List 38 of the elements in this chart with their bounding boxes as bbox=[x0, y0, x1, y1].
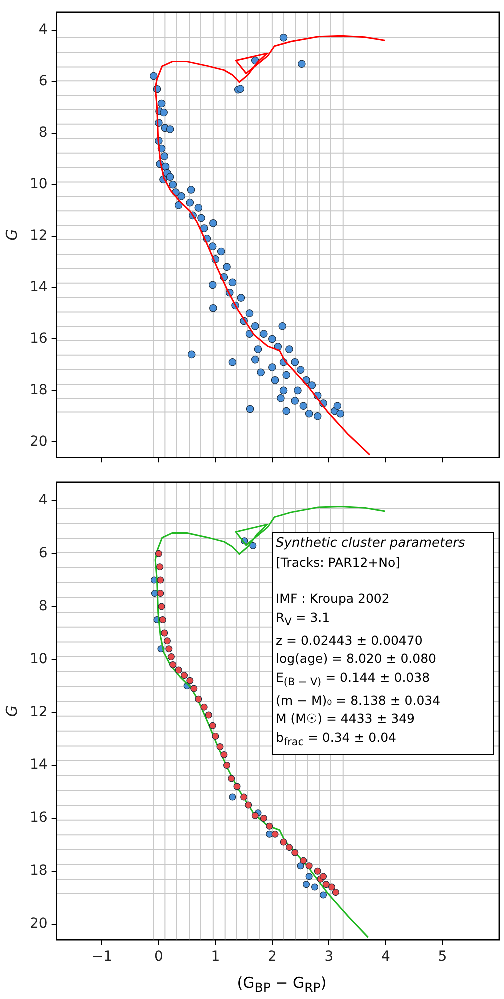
y-tick-label: 16 bbox=[30, 330, 48, 347]
x-tick-label: 0 bbox=[154, 949, 164, 966]
y-tick-label: 14 bbox=[30, 279, 48, 296]
y-tick-label: 12 bbox=[30, 704, 48, 720]
y-tick-label: 16 bbox=[30, 810, 48, 826]
annotation: Synthetic cluster parameters bbox=[276, 535, 466, 553]
y-axis-title: G bbox=[2, 705, 21, 718]
annotation: M (M☉) = 4433 ± 349 bbox=[276, 710, 416, 728]
annotation: z = 0.02443 ± 0.00470 bbox=[276, 632, 424, 650]
annotation: R$_{V}$ = 3.1 bbox=[276, 608, 332, 630]
y-tick-label: 6 bbox=[38, 74, 48, 90]
y-tick-label: 18 bbox=[30, 863, 48, 880]
y-tick-label: 8 bbox=[38, 598, 48, 614]
x-tick-label: 2 bbox=[268, 949, 277, 966]
annotation: [Tracks: PAR12+No] bbox=[276, 554, 402, 572]
x-tick-label: −1 bbox=[92, 949, 113, 966]
annotation: IMF : Kroupa 2002 bbox=[276, 590, 391, 608]
annotation: log(age) = 8.020 ± 0.080 bbox=[276, 650, 438, 668]
y-tick-label: 12 bbox=[30, 228, 48, 244]
annotation: (m − M)₀ = 8.138 ± 0.034 bbox=[276, 692, 442, 710]
annotation: b$_{frac}$ = 0.34 ± 0.04 bbox=[276, 728, 398, 750]
y-tick-label: 20 bbox=[30, 434, 48, 450]
x-tick-label: 3 bbox=[324, 949, 334, 966]
annotation: E$_{(B − V)}$ = 0.144 ± 0.038 bbox=[276, 668, 432, 690]
y-tick-label: 18 bbox=[30, 382, 48, 398]
x-tick-label: 1 bbox=[211, 949, 220, 966]
y-tick-label: 10 bbox=[30, 176, 48, 192]
y-tick-label: 20 bbox=[30, 916, 48, 932]
y-tick-label: 6 bbox=[38, 545, 48, 562]
x-axis-title: (G$_{BP}$ − G$_{RP}$) bbox=[236, 973, 328, 997]
y-tick-label: 8 bbox=[38, 124, 48, 141]
y-tick-label: 4 bbox=[38, 492, 48, 509]
y-tick-label: 10 bbox=[30, 651, 48, 668]
y-tick-label: 14 bbox=[30, 757, 48, 774]
x-tick-label: 5 bbox=[438, 949, 448, 966]
x-tick-label: 4 bbox=[381, 949, 390, 966]
y-tick-label: 4 bbox=[38, 22, 48, 38]
y-axis-title: G bbox=[2, 229, 21, 241]
